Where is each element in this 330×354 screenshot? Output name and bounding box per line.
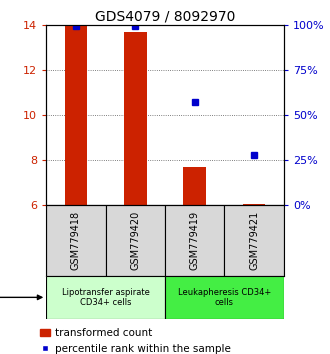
Bar xyxy=(183,167,206,205)
Text: Leukapheresis CD34+
cells: Leukapheresis CD34+ cells xyxy=(178,288,271,307)
Bar xyxy=(46,205,106,276)
Bar xyxy=(65,25,87,205)
Bar xyxy=(165,205,224,276)
Text: GSM779419: GSM779419 xyxy=(190,211,200,270)
Bar xyxy=(165,276,284,319)
Text: cell type: cell type xyxy=(0,292,42,302)
Bar xyxy=(124,32,147,205)
Bar xyxy=(243,204,265,205)
Text: Lipotransfer aspirate
CD34+ cells: Lipotransfer aspirate CD34+ cells xyxy=(62,288,149,307)
Bar xyxy=(46,276,165,319)
Legend: transformed count, percentile rank within the sample: transformed count, percentile rank withi… xyxy=(40,329,231,354)
Text: GSM779420: GSM779420 xyxy=(130,211,140,270)
Bar xyxy=(106,205,165,276)
Text: GSM779421: GSM779421 xyxy=(249,211,259,270)
Title: GDS4079 / 8092970: GDS4079 / 8092970 xyxy=(95,10,235,24)
Text: GSM779418: GSM779418 xyxy=(71,211,81,270)
Bar xyxy=(224,205,284,276)
